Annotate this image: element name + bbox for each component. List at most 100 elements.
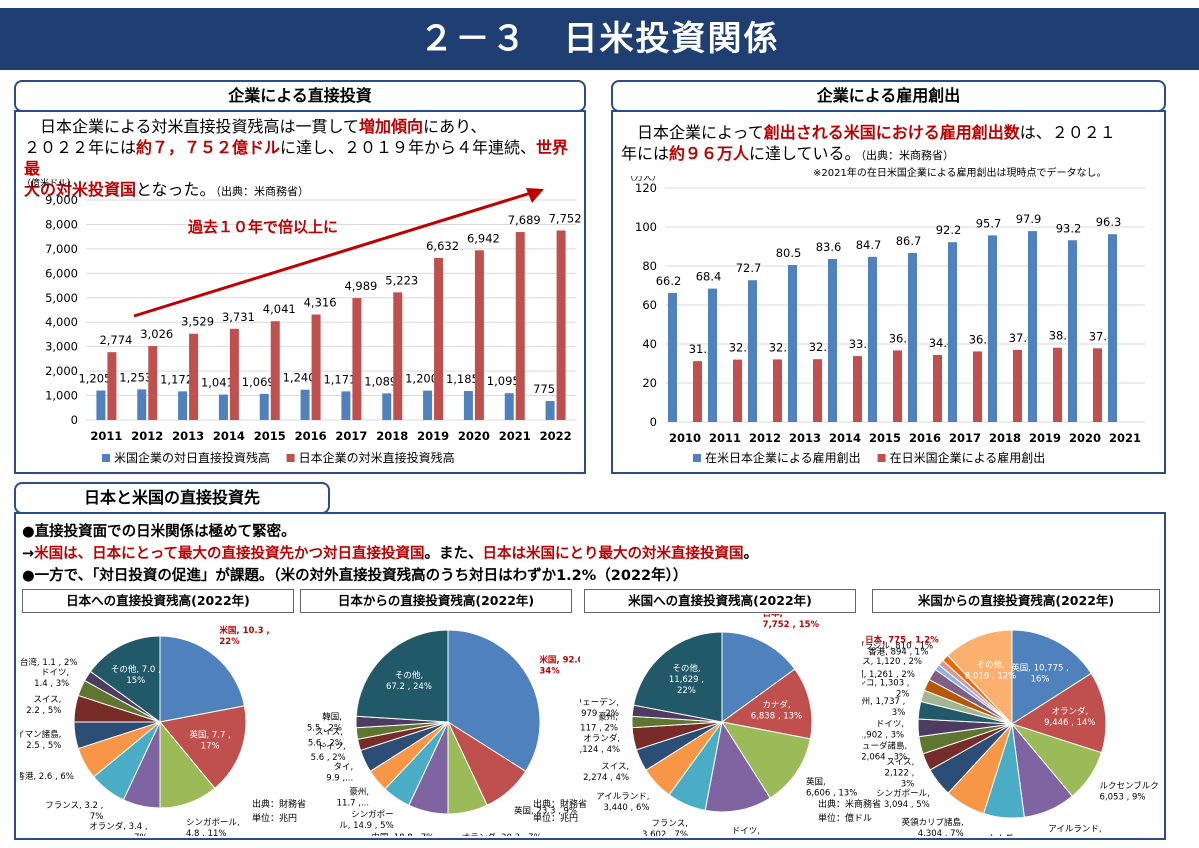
- bar: [107, 352, 117, 420]
- y-tick-label: 120: [635, 181, 657, 195]
- x-tick-label: 2013: [172, 429, 204, 443]
- pie-label: 3,440 , 6%: [604, 803, 650, 813]
- bar: [813, 359, 822, 422]
- pie-title-outbound-japan: 日本からの直接投資残高(2022年): [300, 589, 572, 613]
- pie-label: フランス,: [651, 819, 688, 829]
- data-label: 1,041: [201, 376, 234, 390]
- x-tick-label: 2022: [540, 429, 572, 443]
- y-tick-label: 1,000: [45, 389, 78, 403]
- pie-slice: [947, 629, 1013, 726]
- pie-label: バミューダ諸島,: [862, 741, 907, 752]
- pie-label: 3%: [892, 708, 906, 718]
- bar: [270, 321, 280, 420]
- pie-label: 台湾, 1.1 , 2%: [20, 657, 77, 668]
- pie-label: 英国, 23.3 , 9%: [514, 806, 577, 817]
- bar: [948, 242, 957, 422]
- summary-line-2: →米国は、日本にとって最大の直接投資先かつ対日直接投資国。また、日本は米国にとり…: [22, 542, 758, 563]
- pie-label: 5.5 , 2%: [307, 724, 342, 734]
- data-label: 31.2: [689, 342, 715, 356]
- pie-title-inbound-us: 米国への直接投資残高(2022年): [584, 589, 856, 613]
- pie-label: 7%: [134, 833, 148, 836]
- bar: [218, 394, 228, 420]
- bar: [668, 292, 677, 422]
- pie-title-outbound-us: 米国からの直接投資残高(2022年): [872, 589, 1160, 613]
- pie-label: 7,752 , 15%: [763, 620, 820, 630]
- pie-label: カナダ,: [762, 699, 790, 710]
- summary-highlight: 米国は、日本にとって最大の直接投資先かつ対日直接投資国: [34, 546, 425, 562]
- pie-label: 3,094 , 5%: [884, 800, 930, 810]
- bar: [189, 333, 199, 420]
- desc-highlight: 約９６万人: [669, 144, 750, 163]
- pie-slice: [89, 635, 161, 723]
- data-label: 5,223: [385, 273, 418, 287]
- bar: [828, 258, 837, 422]
- pie-label: 米国, 92.0 ,: [539, 655, 580, 666]
- desc-text: に達している。: [749, 144, 861, 163]
- x-tick-label: 2019: [1029, 431, 1061, 445]
- x-tick-label: 2018: [376, 429, 408, 443]
- bar: [556, 230, 566, 420]
- desc-text: 年には: [621, 144, 670, 163]
- summary-highlight: 日本は米国にとり最大の対米直接投資国: [482, 546, 744, 562]
- x-tick-label: 2017: [949, 431, 981, 445]
- data-label: 38.1: [1049, 329, 1075, 343]
- data-label: 36.7: [889, 331, 915, 345]
- direct-investment-description: 日本企業による対米直接投資残高は一貫して増加傾向にあり、 ２０２２年には約７，７…: [24, 116, 584, 202]
- pie-label: 2.2 , 5%: [26, 706, 61, 716]
- pie-label: 22%: [219, 637, 240, 647]
- desc-source: （出典：米商務省）: [860, 149, 955, 162]
- pie-label: 2%: [896, 690, 910, 700]
- pie-label: 豪州,: [598, 712, 618, 723]
- y-tick-label: 0: [650, 415, 657, 429]
- bar: [300, 389, 310, 420]
- bar: [137, 389, 147, 420]
- pie-label: 11.7 ,...: [337, 799, 369, 809]
- data-label: 1,200: [405, 372, 438, 386]
- desc-highlight: 世界最: [24, 138, 569, 178]
- pie-label: オランダ,: [583, 733, 620, 744]
- bar: [893, 350, 902, 422]
- pie-label: ブラジル, 810 , 1%: [862, 641, 933, 652]
- pie-label: 香港, 2.6 , 6%: [20, 771, 74, 782]
- x-tick-label: 2015: [869, 431, 901, 445]
- pie-label: その他,: [976, 659, 1004, 670]
- bar: [733, 359, 742, 422]
- source-text: 出典：米商務省: [818, 800, 882, 810]
- bar: [933, 354, 942, 422]
- data-label: 96.3: [1096, 215, 1122, 229]
- bar: [708, 288, 717, 422]
- data-label: 1,205: [78, 372, 111, 386]
- y-tick-label: 7,000: [45, 242, 78, 256]
- data-label: 84.7: [856, 238, 882, 252]
- pie-slice: [159, 705, 247, 789]
- y-tick-label: 3,000: [45, 340, 78, 354]
- y-axis-label: （億米ドル）: [22, 177, 76, 189]
- bar: [229, 328, 239, 420]
- pie-label: シンガポー: [351, 809, 394, 820]
- bar: [973, 351, 982, 422]
- pie-label: 英国, 10,775 ,: [1011, 662, 1069, 673]
- pie-label: 中国, 1,261 , 2%: [862, 669, 915, 680]
- y-tick-label: 80: [642, 259, 657, 273]
- legend-swatch: [693, 454, 701, 462]
- pie-label: 米国, 10.3 ,: [219, 625, 269, 636]
- bar: [96, 390, 106, 420]
- y-tick-label: 8,000: [45, 217, 78, 231]
- pie-label: オランダ, 20.3 , 7%: [462, 832, 542, 836]
- data-label: 93.2: [1056, 221, 1082, 235]
- desc-highlight: 創出される米国における雇用創出数: [763, 123, 1020, 142]
- pie-label: スイス,: [601, 762, 629, 772]
- data-label: 66.2: [656, 274, 682, 288]
- pie-label: スイス,: [315, 727, 343, 737]
- pie-label: 7%: [90, 812, 104, 822]
- x-tick-label: 2020: [1069, 431, 1101, 445]
- bar: [908, 252, 917, 422]
- x-tick-label: 2014: [829, 431, 861, 445]
- data-label: 2,774: [99, 333, 132, 347]
- arrow-text: →: [22, 546, 35, 562]
- data-label: 36.2: [969, 332, 995, 346]
- x-tick-label: 2019: [417, 429, 449, 443]
- desc-source: （出典：米商務省）: [215, 185, 310, 198]
- bar: [434, 257, 444, 420]
- pie-label: ドイツ,: [41, 668, 69, 678]
